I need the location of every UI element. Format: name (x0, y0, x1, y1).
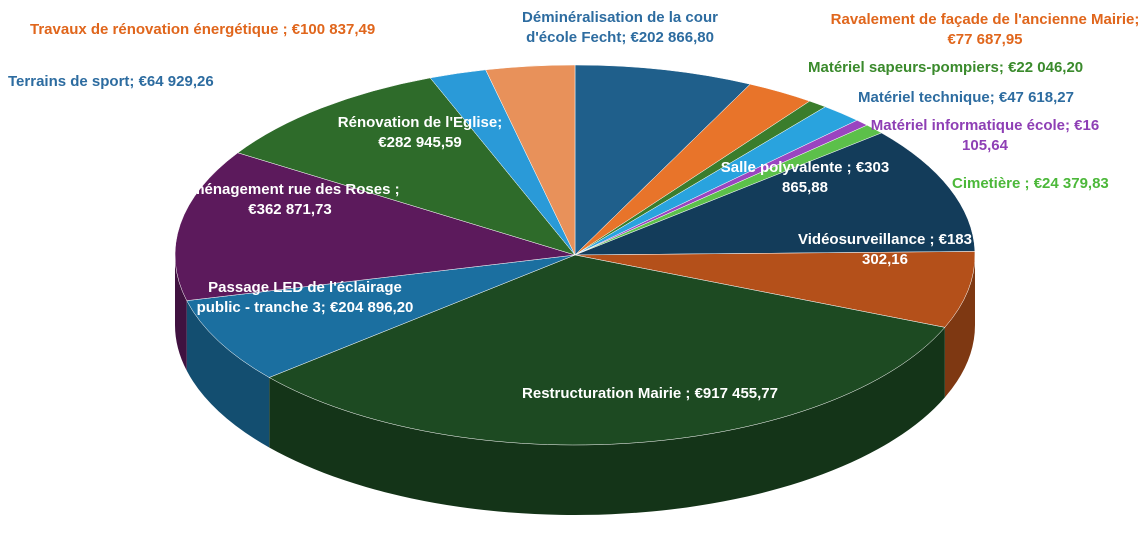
category-name: Déminéralisation de la cour d'école Fech… (522, 9, 718, 46)
value-label: €100 837,49 (291, 21, 376, 38)
slice (574, 251, 976, 328)
value-label: €16 105,64 (962, 117, 1100, 154)
slice-label: Rénovation de l'Eglise; €282 945,59 (320, 113, 520, 153)
slice-label: Cimetière ; €24 379,83 (952, 174, 1142, 194)
category-name: Terrains de sport; (8, 73, 135, 90)
slice (574, 64, 751, 256)
slice-side (944, 255, 975, 398)
value-label: €282 945,59 (378, 134, 462, 151)
slice-label: Matériel technique; €47 618,27 (858, 88, 1138, 108)
slice-label: Travaux de rénovation énergétique ; €100… (30, 20, 470, 40)
slice-label: Matériel informatique école; €16 105,64 (855, 116, 1115, 156)
slice (574, 132, 976, 256)
slice-label: Ravalement de façade de l'ancienne Mairi… (825, 10, 1142, 50)
category-name: Matériel informatique école; (870, 117, 1070, 134)
value-label: €183 302,16 (862, 231, 972, 268)
category-name: Vidéosurveillance ; (798, 231, 935, 248)
category-name: Cimetière ; (952, 175, 1030, 192)
slice-label: Déminéralisation de la cour d'école Fech… (495, 8, 745, 48)
category-name: Ravalement de façade de l'ancienne Mairi… (830, 11, 1140, 28)
slice (237, 77, 576, 256)
value-label: €202 866,80 (630, 29, 714, 46)
value-label: €64 929,26 (138, 73, 214, 90)
value-label: €917 455,77 (694, 385, 778, 402)
value-label: €362 871,73 (248, 201, 332, 218)
slice (186, 254, 576, 378)
value-label: €47 618,27 (998, 89, 1074, 106)
value-label: €204 896,20 (329, 299, 414, 316)
slice-label: Passage LED de l'éclairage public - tran… (190, 278, 420, 318)
category-name: Aménagement rue des Roses ; (180, 181, 400, 198)
slice (485, 64, 576, 256)
slice (268, 254, 946, 446)
category-name: Restructuration Mairie ; (522, 385, 691, 402)
slice (174, 152, 576, 301)
category-name: Matériel sapeurs-pompiers; (808, 59, 1004, 76)
category-name: Salle polyvalente ; (720, 159, 852, 176)
slice-label: Matériel sapeurs-pompiers; €22 046,20 (808, 58, 1138, 78)
value-label: €303 865,88 (782, 159, 890, 196)
slice-label: Terrains de sport; €64 929,26 (8, 72, 308, 92)
slice-label: Vidéosurveillance ; €183 302,16 (785, 230, 985, 270)
category-name: Passage LED de l'éclairage public - tran… (196, 279, 402, 316)
slice-side (186, 300, 270, 448)
category-name: Travaux de rénovation énergétique ; (30, 21, 288, 38)
value-label: €24 379,83 (1033, 175, 1109, 192)
value-label: €22 046,20 (1008, 59, 1084, 76)
slice-label: Aménagement rue des Roses ; €362 871,73 (180, 180, 400, 220)
slice-label: Restructuration Mairie ; €917 455,77 (450, 384, 850, 404)
category-name: Rénovation de l'Eglise; (337, 114, 503, 131)
value-label: €77 687,95 (947, 31, 1023, 48)
slice-label: Salle polyvalente ; €303 865,88 (705, 158, 905, 198)
slice-side (269, 327, 945, 516)
slice-side (175, 255, 187, 371)
category-name: Matériel technique; (858, 89, 995, 106)
